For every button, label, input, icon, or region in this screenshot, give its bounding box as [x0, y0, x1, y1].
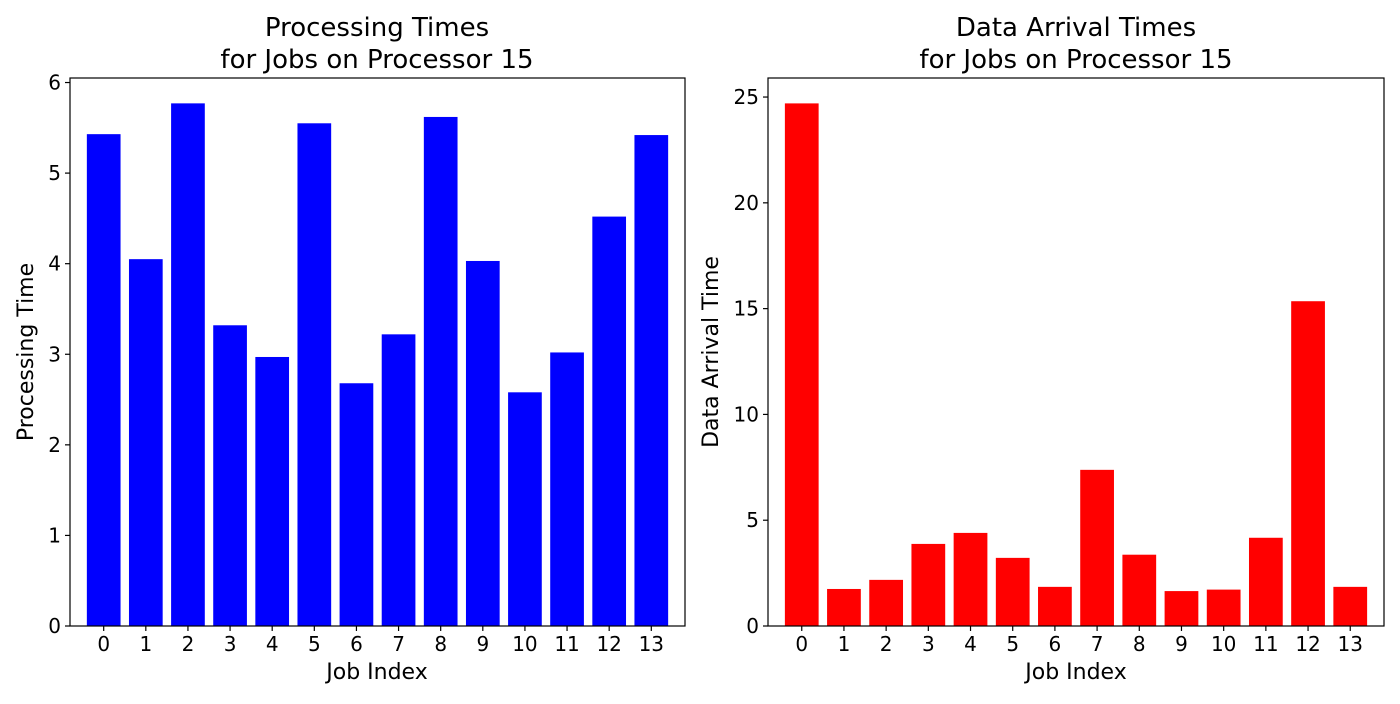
x-tick-label: 7: [1091, 632, 1104, 656]
y-tick-label: 0: [48, 614, 61, 638]
bar-job-13: [1333, 586, 1368, 626]
plot-area-frame: [69, 77, 686, 627]
processing-times-chart: Processing Times for Jobs on Processor 1…: [14, 13, 686, 685]
chart-title-line1: Data Arrival Times: [956, 13, 1196, 43]
x-tick-label: 12: [596, 632, 621, 656]
x-tick-label: 0: [795, 632, 808, 656]
bar-job-11: [550, 352, 584, 626]
bar-job-2: [869, 579, 904, 626]
y-tick-label: 1: [48, 523, 61, 547]
x-tick-label: 11: [554, 632, 579, 656]
y-tick-label: 5: [48, 161, 61, 185]
x-tick-label: 5: [308, 632, 321, 656]
y-tick-label: 20: [734, 191, 759, 215]
y-tick-label: 2: [48, 433, 61, 457]
x-tick-label: 8: [434, 632, 447, 656]
bar-job-10: [1206, 589, 1241, 626]
x-tick-label: 4: [266, 632, 279, 656]
y-axis-label: Processing Time: [14, 263, 39, 441]
bar-job-9: [465, 260, 500, 626]
y-tick-label: 25: [734, 85, 759, 109]
bar-job-13: [634, 135, 669, 626]
y-tick-label: 4: [48, 252, 61, 276]
x-tick-label: 3: [922, 632, 935, 656]
bar-job-8: [1122, 554, 1157, 626]
bar-job-7: [1080, 469, 1114, 626]
bar-job-6: [339, 383, 374, 626]
x-tick-label: 0: [97, 632, 110, 656]
y-tick-label: 10: [734, 402, 759, 426]
x-tick-label: 6: [350, 632, 363, 656]
x-tick-label: 7: [392, 632, 405, 656]
y-tick-label: 6: [48, 71, 61, 95]
x-tick-label: 13: [1338, 632, 1363, 656]
x-tick-label: 2: [880, 632, 893, 656]
bar-job-11: [1248, 537, 1283, 626]
bar-job-8: [423, 116, 458, 626]
y-tick-label: 5: [746, 508, 759, 532]
x-tick-label: 10: [1211, 632, 1236, 656]
bar-job-5: [297, 123, 332, 626]
y-axis-label: Data Arrival Time: [699, 256, 724, 448]
y-tick-label: 15: [734, 297, 759, 321]
bar-job-4: [953, 532, 988, 626]
y-tick-label: 3: [48, 342, 61, 366]
bar-job-1: [827, 588, 861, 626]
bar-job-12: [592, 216, 627, 626]
x-axis-label: Job Index: [1023, 660, 1126, 685]
data-arrival-times-chart: Data Arrival Times for Jobs on Processor…: [699, 13, 1385, 685]
bar-job-3: [911, 543, 946, 626]
chart-title-line2: for Jobs on Processor 15: [919, 45, 1232, 75]
x-tick-label: 2: [182, 632, 195, 656]
x-tick-label: 1: [838, 632, 851, 656]
x-tick-label: 9: [1175, 632, 1188, 656]
bar-job-7: [381, 334, 416, 626]
bar-job-10: [508, 392, 542, 626]
x-tick-label: 12: [1295, 632, 1320, 656]
x-tick-label: 13: [639, 632, 664, 656]
x-tick-label: 10: [512, 632, 537, 656]
chart-title-line2: for Jobs on Processor 15: [220, 45, 533, 75]
bar-job-12: [1291, 301, 1325, 626]
bar-job-1: [128, 259, 163, 626]
x-tick-label: 11: [1253, 632, 1278, 656]
x-tick-label: 4: [964, 632, 977, 656]
bar-job-9: [1164, 591, 1199, 626]
x-axis-label: Job Index: [324, 660, 427, 685]
bar-job-6: [1038, 586, 1072, 626]
x-tick-label: 5: [1006, 632, 1019, 656]
x-tick-label: 1: [139, 632, 152, 656]
bar-job-5: [995, 557, 1030, 626]
chart-title-line1: Processing Times: [265, 13, 489, 43]
bar-job-0: [784, 103, 819, 626]
x-tick-label: 9: [476, 632, 489, 656]
bar-job-2: [171, 103, 205, 627]
x-tick-label: 8: [1133, 632, 1146, 656]
plot-area-frame: [767, 77, 1385, 627]
bar-job-3: [213, 325, 247, 626]
x-tick-label: 3: [224, 632, 237, 656]
bar-job-0: [86, 134, 121, 626]
bar-job-4: [255, 356, 290, 626]
y-tick-label: 0: [746, 614, 759, 638]
x-tick-label: 6: [1049, 632, 1062, 656]
